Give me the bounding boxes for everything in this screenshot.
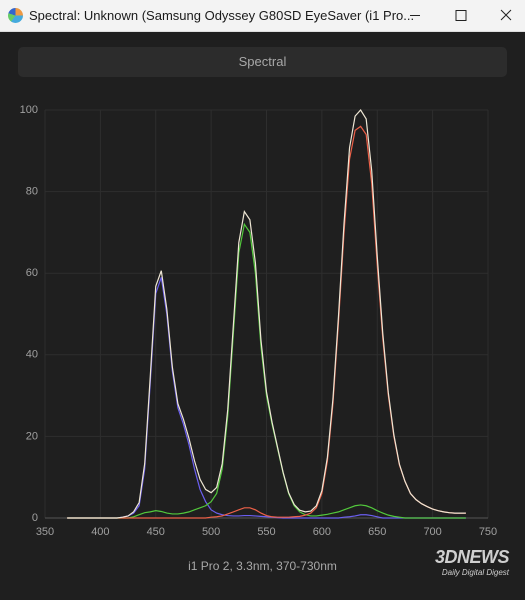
close-button[interactable] — [500, 9, 512, 21]
spectral-line — [67, 222, 466, 519]
x-tick-label: 400 — [91, 526, 109, 538]
y-tick-label: 0 — [32, 512, 38, 524]
window-controls — [410, 9, 512, 21]
y-tick-label: 20 — [26, 430, 38, 442]
y-tick-label: 40 — [26, 349, 38, 361]
app-icon — [8, 8, 23, 23]
x-tick-label: 500 — [202, 526, 220, 538]
spectral-line — [67, 277, 466, 519]
x-tick-label: 600 — [313, 526, 331, 538]
x-tick-label: 700 — [423, 526, 441, 538]
spectral-tab[interactable]: Spectral — [18, 47, 507, 77]
watermark-tagline: Daily Digital Digest — [441, 568, 509, 577]
watermark-logo: 3DNEWS — [434, 547, 510, 567]
title-bar: Spectral: Unknown (Samsung Odyssey G80SD… — [0, 0, 525, 32]
y-tick-label: 100 — [20, 104, 38, 116]
watermark: 3DNEWS Daily Digital Digest — [434, 547, 510, 577]
y-tick-label: 80 — [26, 186, 38, 198]
x-tick-label: 650 — [368, 526, 386, 538]
chart-caption: i1 Pro 2, 3.3nm, 370-730nm — [188, 559, 337, 573]
spectral-line — [67, 109, 466, 519]
window-title: Spectral: Unknown (Samsung Odyssey G80SD… — [29, 8, 415, 23]
x-tick-label: 550 — [257, 526, 275, 538]
y-tick-label: 60 — [26, 267, 38, 279]
x-tick-label: 350 — [36, 526, 54, 538]
x-tick-label: 450 — [147, 526, 165, 538]
x-tick-label: 750 — [479, 526, 497, 538]
maximize-button[interactable] — [455, 10, 467, 21]
